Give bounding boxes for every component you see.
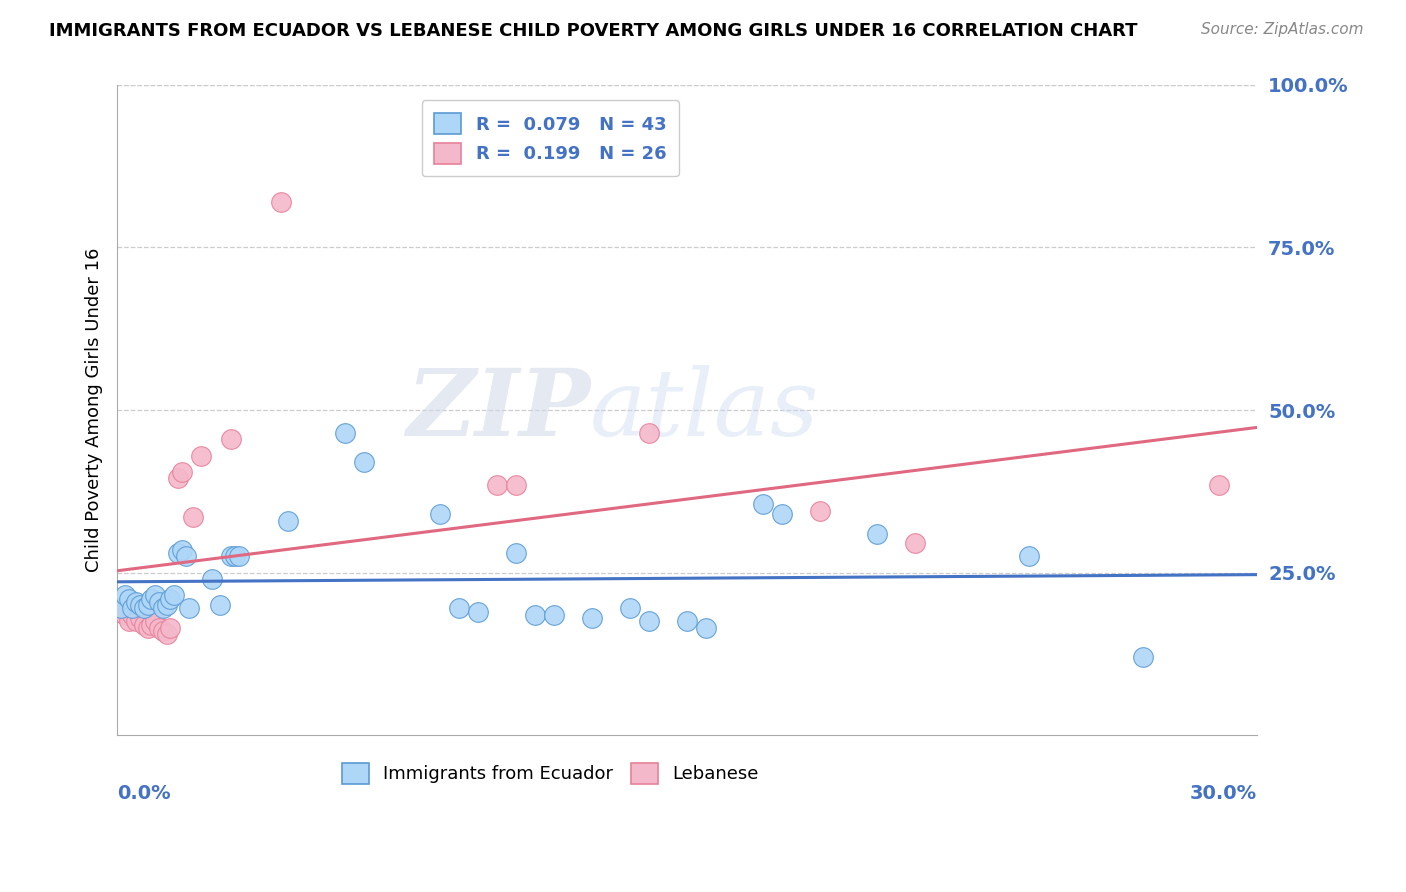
Point bbox=[155, 598, 177, 612]
Point bbox=[155, 627, 177, 641]
Point bbox=[524, 607, 547, 622]
Y-axis label: Child Poverty Among Girls Under 16: Child Poverty Among Girls Under 16 bbox=[86, 248, 103, 573]
Point bbox=[619, 601, 641, 615]
Point bbox=[174, 549, 197, 564]
Text: ZIP: ZIP bbox=[406, 365, 591, 455]
Point bbox=[190, 449, 212, 463]
Point bbox=[224, 549, 246, 564]
Point bbox=[159, 621, 181, 635]
Point bbox=[505, 546, 527, 560]
Point bbox=[270, 194, 292, 209]
Point bbox=[277, 514, 299, 528]
Point bbox=[638, 615, 661, 629]
Point bbox=[904, 536, 927, 550]
Point bbox=[486, 478, 509, 492]
Point bbox=[179, 601, 201, 615]
Point bbox=[219, 549, 242, 564]
Point bbox=[333, 425, 356, 440]
Point bbox=[129, 598, 152, 612]
Point bbox=[581, 611, 603, 625]
Point bbox=[121, 601, 143, 615]
Point bbox=[163, 588, 186, 602]
Point bbox=[467, 605, 489, 619]
Point bbox=[129, 611, 152, 625]
Point bbox=[117, 615, 139, 629]
Point bbox=[117, 591, 139, 606]
Point bbox=[125, 615, 148, 629]
Point bbox=[141, 591, 163, 606]
Point bbox=[152, 601, 174, 615]
Point bbox=[1018, 549, 1040, 564]
Point bbox=[143, 588, 166, 602]
Point bbox=[228, 549, 250, 564]
Point bbox=[219, 432, 242, 446]
Point bbox=[152, 624, 174, 639]
Point bbox=[449, 601, 471, 615]
Point bbox=[114, 607, 136, 622]
Text: 30.0%: 30.0% bbox=[1189, 784, 1257, 803]
Point bbox=[752, 497, 775, 511]
Point bbox=[170, 542, 193, 557]
Point bbox=[695, 621, 717, 635]
Point bbox=[136, 621, 159, 635]
Point bbox=[125, 595, 148, 609]
Text: atlas: atlas bbox=[591, 365, 820, 455]
Point bbox=[1208, 478, 1230, 492]
Point bbox=[208, 598, 231, 612]
Point bbox=[114, 588, 136, 602]
Point bbox=[201, 572, 224, 586]
Point bbox=[148, 595, 170, 609]
Text: Source: ZipAtlas.com: Source: ZipAtlas.com bbox=[1201, 22, 1364, 37]
Point bbox=[110, 605, 132, 619]
Point bbox=[676, 615, 699, 629]
Point bbox=[170, 465, 193, 479]
Text: IMMIGRANTS FROM ECUADOR VS LEBANESE CHILD POVERTY AMONG GIRLS UNDER 16 CORRELATI: IMMIGRANTS FROM ECUADOR VS LEBANESE CHIL… bbox=[49, 22, 1137, 40]
Point bbox=[167, 546, 190, 560]
Point bbox=[808, 504, 831, 518]
Point bbox=[141, 617, 163, 632]
Point bbox=[770, 507, 793, 521]
Point bbox=[132, 617, 155, 632]
Point bbox=[136, 598, 159, 612]
Point bbox=[1132, 650, 1154, 665]
Legend: Immigrants from Ecuador, Lebanese: Immigrants from Ecuador, Lebanese bbox=[335, 756, 766, 791]
Point bbox=[121, 607, 143, 622]
Point bbox=[353, 455, 375, 469]
Point bbox=[148, 621, 170, 635]
Point bbox=[143, 615, 166, 629]
Text: 0.0%: 0.0% bbox=[117, 784, 170, 803]
Point bbox=[638, 425, 661, 440]
Point bbox=[543, 607, 565, 622]
Point bbox=[866, 526, 889, 541]
Point bbox=[505, 478, 527, 492]
Point bbox=[110, 601, 132, 615]
Point bbox=[181, 510, 204, 524]
Point bbox=[429, 507, 451, 521]
Point bbox=[159, 591, 181, 606]
Point bbox=[167, 471, 190, 485]
Point bbox=[132, 601, 155, 615]
